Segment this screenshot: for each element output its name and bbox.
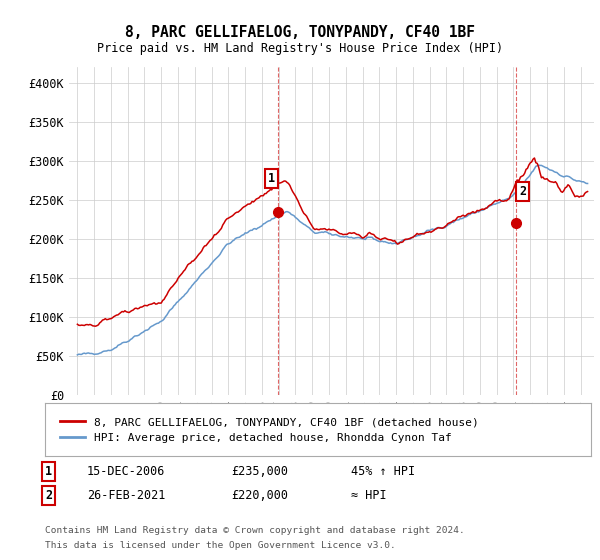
Text: ≈ HPI: ≈ HPI (351, 489, 386, 502)
Text: 15-DEC-2006: 15-DEC-2006 (87, 465, 166, 478)
Text: 1: 1 (268, 172, 275, 185)
Text: This data is licensed under the Open Government Licence v3.0.: This data is licensed under the Open Gov… (45, 541, 396, 550)
Text: £235,000: £235,000 (231, 465, 288, 478)
Text: 8, PARC GELLIFAELOG, TONYPANDY, CF40 1BF: 8, PARC GELLIFAELOG, TONYPANDY, CF40 1BF (125, 25, 475, 40)
Text: Price paid vs. HM Land Registry's House Price Index (HPI): Price paid vs. HM Land Registry's House … (97, 42, 503, 55)
Text: £220,000: £220,000 (231, 489, 288, 502)
Text: 45% ↑ HPI: 45% ↑ HPI (351, 465, 415, 478)
Text: 2: 2 (520, 185, 526, 198)
Text: Contains HM Land Registry data © Crown copyright and database right 2024.: Contains HM Land Registry data © Crown c… (45, 526, 465, 535)
Text: 1: 1 (45, 465, 52, 478)
Text: 2: 2 (45, 489, 52, 502)
Legend: 8, PARC GELLIFAELOG, TONYPANDY, CF40 1BF (detached house), HPI: Average price, d: 8, PARC GELLIFAELOG, TONYPANDY, CF40 1BF… (56, 413, 483, 447)
Text: 26-FEB-2021: 26-FEB-2021 (87, 489, 166, 502)
